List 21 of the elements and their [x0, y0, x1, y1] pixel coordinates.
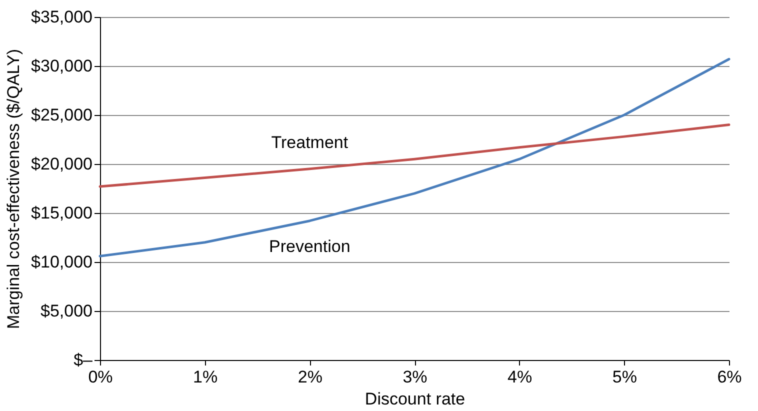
line-series	[98, 58, 730, 258]
x-tick-label: 4%	[508, 368, 532, 386]
y-tick-label: $15,000	[31, 204, 92, 222]
x-tick-label: 0%	[88, 368, 113, 386]
line-series	[98, 124, 730, 188]
y-tick-label: $10,000	[31, 252, 92, 272]
x-tick-label: 1%	[193, 368, 218, 386]
y-tick-label: $20,000	[31, 154, 92, 174]
x-tick-label: 5%	[612, 368, 637, 386]
y-tick-label: $–	[74, 350, 94, 370]
y-tick-label: $30,000	[31, 56, 92, 76]
x-tick-label: 3%	[402, 368, 428, 386]
y-tick-label: $5,000	[40, 302, 92, 320]
series-label: Prevention	[269, 236, 350, 256]
y-tick-label: $35,000	[31, 8, 92, 26]
x-tick-label: 2%	[298, 368, 322, 386]
x-tick-label: 6%	[717, 368, 742, 386]
x-axis-title: Discount rate	[364, 390, 466, 408]
y-axis-title: Marginal cost-effectiveness ($/QALY)	[4, 49, 24, 329]
y-tick-label: $25,000	[31, 106, 92, 124]
series-label: Treatment	[271, 132, 348, 152]
